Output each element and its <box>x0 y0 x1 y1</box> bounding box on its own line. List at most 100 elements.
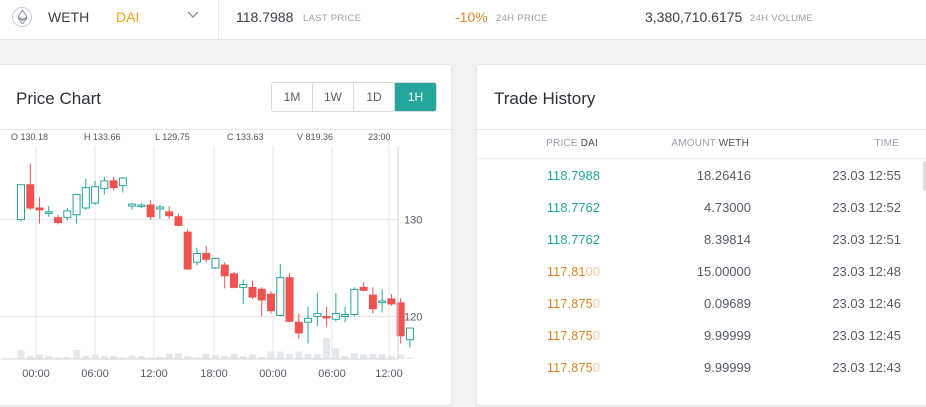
trade-price-main: 117.875 <box>546 328 593 343</box>
volume-bar <box>174 353 182 359</box>
candle-body <box>220 264 229 277</box>
ohlc-volume-value: 819.36 <box>306 132 334 142</box>
pair-base-token[interactable]: WETH <box>48 9 90 25</box>
trade-amount: 8.39814 <box>704 232 751 247</box>
candle-body <box>137 204 146 208</box>
trade-row: 117.8750 0.09689 23.03 12:46 <box>477 287 926 319</box>
ohlc-time: 23:00 <box>368 132 391 142</box>
last-price-value: 118.7988 <box>236 9 294 25</box>
ohlc-high-label: H <box>84 132 91 142</box>
candle-body <box>146 204 155 218</box>
volume-bar <box>323 338 331 359</box>
volume-bar <box>100 356 108 359</box>
timeframe-1h-button[interactable]: 1H <box>395 83 436 111</box>
column-header-price-unit: DAI <box>580 138 598 149</box>
trade-price-main: 118.7988 <box>546 168 600 183</box>
price-chart-title: Price Chart <box>16 89 102 108</box>
candle-body <box>155 206 164 210</box>
candle-body <box>248 286 257 298</box>
candle-body <box>91 186 100 204</box>
column-header-time: TIME <box>874 138 899 149</box>
ohlc-low: L 129.75 <box>155 132 190 142</box>
candle-body <box>331 313 340 320</box>
ohlc-close: C 133.63 <box>227 132 264 142</box>
trade-price-trailing: 00 <box>585 264 600 279</box>
trade-price-trailing: 0 <box>592 296 600 311</box>
trade-history-title: Trade History <box>494 89 596 108</box>
trade-amount: 15.00000 <box>696 264 751 279</box>
trade-price-main: 117.875 <box>546 296 593 311</box>
timeframe-1d-button[interactable]: 1D <box>354 83 395 111</box>
volume-bar <box>249 354 256 359</box>
timeframe-1m-button[interactable]: 1M <box>272 83 313 111</box>
volume-bar <box>387 356 395 359</box>
candle-body <box>128 203 137 207</box>
candle-body <box>378 300 387 303</box>
volume-bar <box>341 356 349 359</box>
y-tick-label: 130 <box>404 215 422 227</box>
candle-body <box>63 210 72 219</box>
volume-bar <box>406 357 414 359</box>
volume-bar <box>110 356 118 359</box>
trade-history-panel: Trade History PRICE DAI AMOUNT WETH TIME… <box>476 64 926 406</box>
candle-body <box>211 257 220 269</box>
candle-body <box>109 180 118 189</box>
candle-body <box>229 273 238 288</box>
trade-price: 117.8750 <box>547 360 600 375</box>
trade-amount: 18.26416 <box>696 168 751 183</box>
volume-bar <box>239 356 247 359</box>
candle-body <box>100 180 109 190</box>
volume-bar <box>360 354 368 359</box>
scrollbar-thumb[interactable] <box>923 161 926 191</box>
trade-amount: 9.99999 <box>704 360 751 375</box>
trade-price-trailing: 0 <box>592 328 600 343</box>
ohlc-open: O 130.18 <box>11 132 48 142</box>
ohlc-high: H 133.66 <box>84 132 121 142</box>
candle-body <box>202 252 211 260</box>
pair-quote-token[interactable]: DAI <box>116 9 140 25</box>
price-chart-panel: Price Chart 1M 1W 1D 1H 120 130 00:00 06:00… <box>0 64 453 406</box>
volume-bar <box>147 357 155 359</box>
trade-time: 23.03 12:43 <box>832 360 901 375</box>
candle-body <box>285 277 294 322</box>
trade-time: 23.03 12:51 <box>832 232 901 247</box>
candle-body <box>192 252 201 263</box>
volume-bar <box>304 353 312 359</box>
trade-price: 118.7988 <box>547 168 600 183</box>
candle-body <box>396 302 405 337</box>
volume-bar <box>26 356 34 359</box>
trade-price: 118.7762 <box>547 200 600 215</box>
trade-price: 117.8750 <box>547 328 600 343</box>
candle-body <box>118 177 127 187</box>
volume-bar <box>54 357 62 359</box>
volume-bar <box>137 356 145 359</box>
candlestick-chart[interactable]: 120 130 00:00 06:00 12:00 18:00 00:00 06:00 12:0… <box>0 130 453 386</box>
trade-time: 23.03 12:46 <box>832 296 901 311</box>
candle-body <box>81 187 90 209</box>
candle-body <box>387 298 396 305</box>
trade-row: 118.7988 18.26416 23.03 12:55 <box>477 159 926 191</box>
column-header-amount-label: AMOUNT <box>671 138 716 149</box>
volume-bar <box>202 353 210 359</box>
x-tick-label: 12:00 <box>140 368 168 380</box>
trade-time: 23.03 12:45 <box>832 328 901 343</box>
volume-bar <box>350 353 358 359</box>
ohlc-open-label: O <box>11 132 18 142</box>
candle-body <box>350 288 359 315</box>
ohlc-volume: V 819.36 <box>297 132 333 142</box>
header-row-divider <box>477 158 926 159</box>
candle-body <box>294 321 303 334</box>
candle-body <box>183 231 192 270</box>
x-tick-label: 06:00 <box>318 368 346 380</box>
volume-bar <box>45 356 53 359</box>
volume-bar <box>165 353 173 359</box>
volume-bar <box>258 356 266 359</box>
candle-body <box>72 193 81 216</box>
volume-bar <box>276 351 284 359</box>
volume-bar <box>313 354 321 359</box>
candle-body <box>54 217 63 223</box>
trade-price-trailing: 0 <box>592 360 600 375</box>
timeframe-1w-button[interactable]: 1W <box>313 83 354 111</box>
volume-bar <box>332 348 340 359</box>
chevron-down-icon[interactable] <box>186 8 200 27</box>
